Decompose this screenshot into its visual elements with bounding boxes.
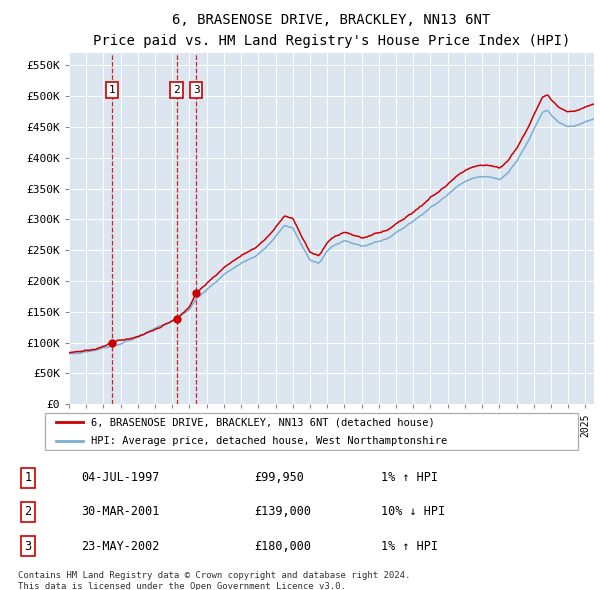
Text: £180,000: £180,000	[254, 539, 311, 553]
Text: Contains HM Land Registry data © Crown copyright and database right 2024.
This d: Contains HM Land Registry data © Crown c…	[18, 571, 410, 590]
Text: 1% ↑ HPI: 1% ↑ HPI	[380, 539, 437, 553]
FancyBboxPatch shape	[45, 413, 578, 450]
Text: 2: 2	[25, 506, 32, 519]
Text: 1% ↑ HPI: 1% ↑ HPI	[380, 471, 437, 484]
Text: 3: 3	[25, 539, 32, 553]
Text: £99,950: £99,950	[254, 471, 304, 484]
Text: 23-MAY-2002: 23-MAY-2002	[81, 539, 160, 553]
Text: 3: 3	[193, 85, 200, 95]
Text: 30-MAR-2001: 30-MAR-2001	[81, 506, 160, 519]
Text: 10% ↓ HPI: 10% ↓ HPI	[380, 506, 445, 519]
Text: HPI: Average price, detached house, West Northamptonshire: HPI: Average price, detached house, West…	[91, 435, 447, 445]
Text: 2: 2	[173, 85, 180, 95]
Text: 6, BRASENOSE DRIVE, BRACKLEY, NN13 6NT (detached house): 6, BRASENOSE DRIVE, BRACKLEY, NN13 6NT (…	[91, 417, 434, 427]
Text: 1: 1	[25, 471, 32, 484]
Text: £139,000: £139,000	[254, 506, 311, 519]
Text: 1: 1	[109, 85, 115, 95]
Title: 6, BRASENOSE DRIVE, BRACKLEY, NN13 6NT
Price paid vs. HM Land Registry's House P: 6, BRASENOSE DRIVE, BRACKLEY, NN13 6NT P…	[93, 13, 570, 48]
Text: 04-JUL-1997: 04-JUL-1997	[81, 471, 160, 484]
